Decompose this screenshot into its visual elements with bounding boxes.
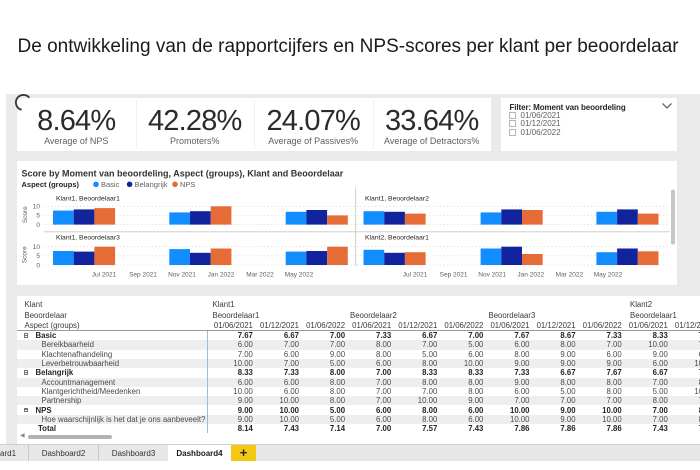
svg-text:Jan 2022: Jan 2022 [517,271,544,278]
svg-text:Klant1, Beoordelaar2: Klant1, Beoordelaar2 [365,195,429,202]
svg-text:Mar 2022: Mar 2022 [246,271,274,278]
svg-text:0: 0 [36,262,40,269]
svg-text:0: 0 [36,221,40,228]
svg-text:Mar 2022: Mar 2022 [556,271,584,278]
svg-text:Klant1, Beoordelaar3: Klant1, Beoordelaar3 [56,234,120,241]
svg-text:Klant1, Beoordelaar1: Klant1, Beoordelaar1 [56,195,120,202]
svg-text:May 2022: May 2022 [594,271,623,278]
svg-text:Jan 2022: Jan 2022 [208,271,235,278]
svg-text:10: 10 [33,203,41,210]
svg-text:Nov 2021: Nov 2021 [168,271,196,278]
svg-text:Score by Moment van beoordelin: Score by Moment van beoordeling, Aspect … [22,168,344,178]
svg-text:NPS: NPS [180,180,195,189]
svg-text:Belangrijk: Belangrijk [135,180,168,189]
svg-text:Nov 2021: Nov 2021 [478,271,506,278]
svg-text:Jul 2021: Jul 2021 [92,271,117,278]
svg-text:Jul 2021: Jul 2021 [403,271,428,278]
svg-text:Aspect (groups): Aspect (groups) [22,180,80,189]
svg-text:5: 5 [36,212,40,219]
svg-text:10: 10 [33,244,41,251]
svg-text:Score: Score [22,245,29,262]
svg-text:May 2022: May 2022 [285,271,314,278]
svg-text:5: 5 [36,253,40,260]
svg-text:Score: Score [22,205,29,222]
svg-text:Klant2, Beoordelaar1: Klant2, Beoordelaar1 [365,234,429,241]
svg-text:Basic: Basic [101,180,120,189]
svg-text:Sep 2021: Sep 2021 [129,271,157,278]
svg-text:Sep 2021: Sep 2021 [440,271,468,278]
